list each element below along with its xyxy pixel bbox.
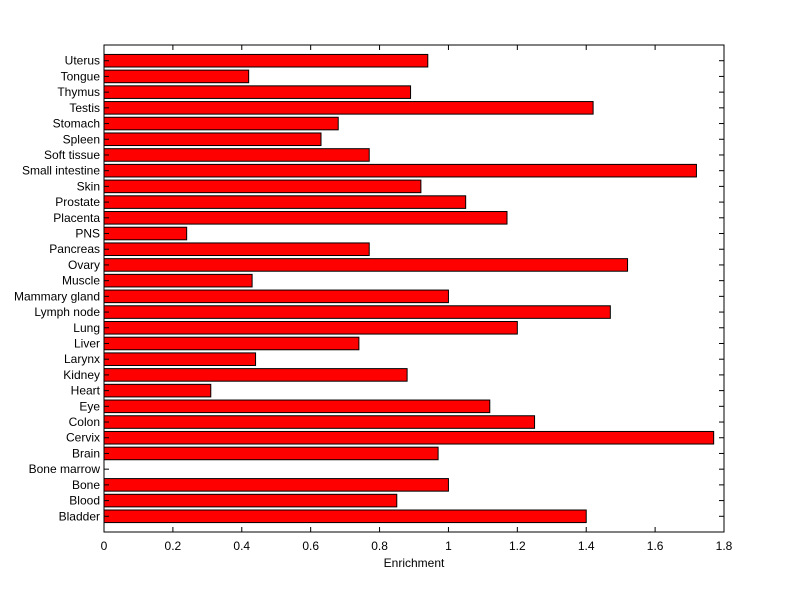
bar-tongue — [103, 69, 250, 84]
y-tick-label: Soft tissue — [44, 148, 100, 162]
bar-bone — [103, 478, 449, 492]
x-tick-label: 1.8 — [716, 539, 733, 553]
bar-mammary-gland — [103, 289, 449, 304]
bar-eye — [103, 399, 491, 414]
bar-cervix — [103, 430, 715, 445]
bar-lymph-node — [103, 305, 611, 319]
y-tick-label: Liver — [74, 336, 100, 350]
y-tick-label: Pancreas — [49, 242, 100, 256]
bar-testis — [103, 101, 594, 115]
bar-kidney — [103, 368, 408, 382]
y-tick-label: Kidney — [63, 368, 100, 382]
y-tick-label: Mammary gland — [14, 289, 100, 303]
bar-placenta — [103, 211, 508, 225]
y-tick-label: Colon — [69, 415, 100, 429]
y-tick-label: Bone marrow — [29, 462, 101, 476]
y-tick-label: Tongue — [61, 69, 101, 83]
y-tick-label: Placenta — [53, 211, 100, 225]
bar-bladder — [103, 509, 587, 524]
x-tick-label: 0.8 — [371, 539, 388, 553]
y-tick-label: Small intestine — [22, 164, 100, 178]
bar-brain — [103, 446, 439, 461]
bar-blood — [103, 493, 398, 508]
y-tick-label: Cervix — [66, 431, 100, 445]
y-tick-label: Prostate — [55, 195, 100, 209]
x-tick-label: 1.2 — [509, 539, 526, 553]
y-tick-label: Lymph node — [34, 305, 100, 319]
y-tick-label: Uterus — [65, 54, 100, 68]
x-tick-label: 1 — [445, 539, 452, 553]
bar-pns — [103, 226, 188, 241]
y-tick-label: Ovary — [68, 258, 100, 272]
y-tick-label: Eye — [79, 399, 100, 413]
bar-uterus — [103, 53, 429, 68]
y-tick-label: Bone — [72, 478, 100, 492]
bar-pancreas — [103, 242, 370, 257]
y-tick-label: Heart — [71, 384, 101, 398]
y-tick-label: Bladder — [59, 509, 100, 523]
x-tick-label: 1.6 — [647, 539, 664, 553]
x-axis-title: Enrichment — [384, 556, 445, 570]
y-tick-label: Muscle — [62, 274, 100, 288]
y-tick-label: Brain — [72, 446, 100, 460]
bar-spleen — [103, 132, 322, 147]
y-tick-label: Skin — [77, 179, 100, 193]
y-tick-label: Testis — [69, 101, 100, 115]
x-tick-label: 0.4 — [233, 539, 250, 553]
bar-ovary — [103, 258, 629, 272]
bar-thymus — [103, 85, 412, 99]
axes-frame — [103, 44, 725, 533]
bar-colon — [103, 415, 536, 429]
y-tick-label: Lung — [73, 321, 100, 335]
y-tick-label: Thymus — [57, 85, 100, 99]
y-tick-label: PNS — [75, 227, 100, 241]
bar-skin — [103, 179, 422, 194]
y-tick-label: Stomach — [53, 117, 100, 131]
y-tick-label: Larynx — [64, 352, 100, 366]
bar-lung — [103, 320, 518, 335]
bar-soft-tissue — [103, 148, 370, 162]
bar-prostate — [103, 195, 467, 209]
bar-liver — [103, 336, 360, 351]
y-tick-label: Blood — [69, 494, 100, 508]
ticks-group — [103, 45, 725, 532]
bar-muscle — [103, 273, 253, 288]
x-tick-label: 0.2 — [165, 539, 182, 553]
x-tick-label: 0.6 — [302, 539, 319, 553]
y-tick-label: Spleen — [63, 132, 100, 146]
x-tick-label: 0 — [101, 539, 108, 553]
bar-stomach — [103, 116, 339, 131]
bar-small-intestine — [103, 163, 697, 178]
x-tick-label: 1.4 — [578, 539, 595, 553]
bar-heart — [103, 383, 212, 398]
bar-larynx — [103, 352, 257, 366]
